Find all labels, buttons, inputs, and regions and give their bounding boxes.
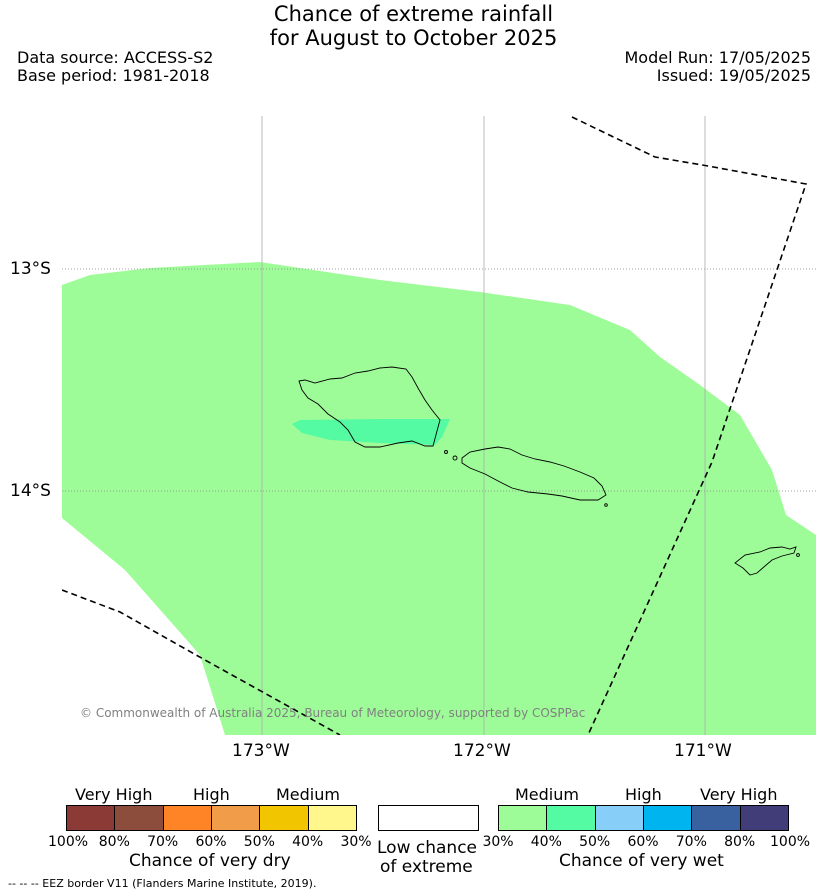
issued-date: Issued: 19/05/2025 xyxy=(656,66,811,85)
dry-legend-swatch-3 xyxy=(211,805,261,831)
wet-legend-header-medium: Medium xyxy=(515,785,579,804)
dry-legend-tick: 100% xyxy=(48,834,89,850)
wet-legend-tick: 70% xyxy=(675,834,707,850)
data-source: Data source: ACCESS-S2 xyxy=(17,48,214,67)
lon-label-171w: 171°W xyxy=(674,741,732,761)
wet-legend-tick: 80% xyxy=(724,834,756,850)
wet-legend-tick: 100% xyxy=(770,834,811,850)
wet-legend-header-very-high: Very High xyxy=(700,785,778,804)
wet-legend-swatch-3 xyxy=(643,805,693,831)
wet-legend-tick: 40% xyxy=(530,834,562,850)
dry-legend-header-high: High xyxy=(193,785,230,804)
dry-legend-tick: 70% xyxy=(147,834,179,850)
wet-legend-swatch-5 xyxy=(739,805,789,831)
dry-legend-tick: 60% xyxy=(195,834,227,850)
wet-legend-title: Chance of very wet xyxy=(559,851,724,871)
high-wet-region xyxy=(292,419,450,445)
model-run: Model Run: 17/05/2025 xyxy=(624,48,812,67)
lon-label-172w: 172°W xyxy=(453,741,511,761)
island-outlines xyxy=(298,366,800,576)
dry-legend-swatch-0 xyxy=(66,805,116,831)
dry-legend-tick: 80% xyxy=(98,834,130,850)
wet-legend-tick: 50% xyxy=(579,834,611,850)
dry-legend-tick: 30% xyxy=(340,834,372,850)
base-period: Base period: 1981-2018 xyxy=(17,66,210,85)
dry-legend-swatch-1 xyxy=(114,805,164,831)
wet-legend-swatch-2 xyxy=(594,805,644,831)
copyright-notice: © Commonwealth of Australia 2025, Bureau… xyxy=(80,706,586,720)
map-title-line1: Chance of extreme rainfall xyxy=(273,2,554,26)
medium-wet-region xyxy=(62,262,816,735)
wet-legend-swatch-4 xyxy=(691,805,741,831)
wet-legend-swatch-0 xyxy=(498,805,548,831)
dry-legend-header-very-high: Very High xyxy=(75,785,153,804)
tutuila-island xyxy=(734,546,797,576)
dry-legend-swatch-4 xyxy=(259,805,309,831)
dry-legend-swatch-2 xyxy=(162,805,212,831)
eez-border-note: -- -- -- EEZ border V11 (Flanders Marine… xyxy=(8,877,317,890)
low-chance-title-line1: Low chance xyxy=(377,838,477,858)
savaii-island xyxy=(298,366,441,448)
dry-legend-tick: 50% xyxy=(243,834,275,850)
wet-legend-tick: 30% xyxy=(482,834,514,850)
dry-legend-header-medium: Medium xyxy=(276,785,340,804)
eez-border xyxy=(62,116,808,735)
map-title-line2: for August to October 2025 xyxy=(269,26,558,50)
wet-legend-swatch-1 xyxy=(546,805,596,831)
dry-legend-title: Chance of very dry xyxy=(129,851,291,871)
dry-legend-tick: 40% xyxy=(292,834,324,850)
wet-legend-tick: 60% xyxy=(627,834,659,850)
lat-label-13s: 13°S xyxy=(10,259,51,279)
wet-legend-header-high: High xyxy=(625,785,662,804)
graticule xyxy=(261,116,706,735)
low-chance-title-line2: of extreme xyxy=(380,857,473,877)
lon-label-173w: 173°W xyxy=(232,741,290,761)
upolu-island xyxy=(461,446,607,501)
dry-legend-swatch-5 xyxy=(307,805,357,831)
low-chance-swatch xyxy=(378,805,479,831)
lat-label-14s: 14°S xyxy=(10,481,51,501)
